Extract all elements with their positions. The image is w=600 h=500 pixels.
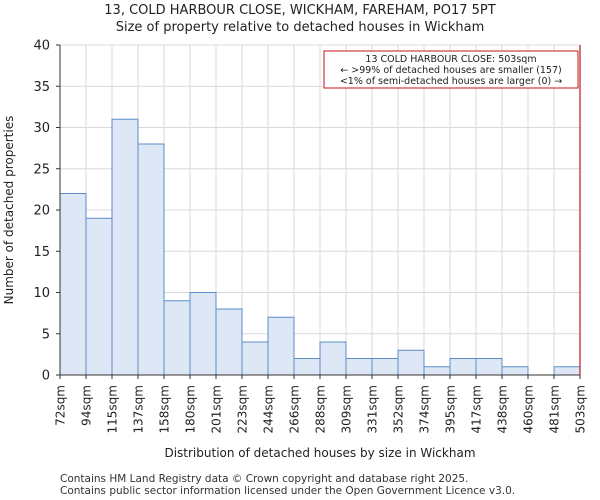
histogram-bar [397, 349, 425, 376]
annotation-line-2: ← >99% of detached houses are smaller (1… [340, 65, 561, 76]
histogram-bar [319, 341, 347, 376]
x-tick-label: 438sqm [496, 385, 510, 433]
histogram-bar [293, 358, 321, 376]
annotation-box: 13 COLD HARBOUR CLOSE: 503sqm ← >99% of … [323, 50, 579, 89]
y-axis-label: Number of detached properties [2, 116, 16, 305]
chart-title: 13, COLD HARBOUR CLOSE, WICKHAM, FAREHAM… [104, 3, 496, 18]
annotation-line-1: 13 COLD HARBOUR CLOSE: 503sqm [365, 54, 536, 65]
y-tick-label: 10 [33, 286, 50, 301]
histogram-bar [371, 358, 399, 376]
footer-copyright: Contains HM Land Registry data © Crown c… [60, 473, 469, 485]
y-tick-label: 25 [33, 162, 50, 177]
x-tick-label: 201sqm [210, 385, 224, 433]
x-tick-label: 266sqm [288, 385, 302, 433]
x-tick-label: 331sqm [366, 385, 380, 433]
y-tick-label: 0 [42, 369, 50, 384]
x-tick-label: 374sqm [418, 385, 432, 433]
histogram-bar [345, 358, 373, 376]
x-tick-label: 115sqm [106, 385, 120, 433]
x-tick-label: 244sqm [262, 385, 276, 433]
x-tick-label: 180sqm [184, 385, 198, 433]
x-tick-label: 94sqm [80, 385, 94, 426]
chart-subtitle: Size of property relative to detached ho… [115, 20, 485, 35]
x-tick-label: 460sqm [522, 385, 536, 433]
histogram-bar [267, 316, 295, 376]
histogram-bar [501, 366, 529, 376]
y-tick-label: 15 [33, 245, 50, 260]
histogram-bar [163, 300, 191, 376]
x-axis-label: Distribution of detached houses by size … [164, 446, 475, 460]
x-tick-label: 309sqm [340, 385, 354, 433]
annotation-line-3: <1% of semi-detached houses are larger (… [340, 76, 562, 87]
histogram-bar [475, 358, 503, 376]
histogram-bar [423, 366, 451, 376]
histogram-bar [137, 143, 165, 376]
histogram-bar [215, 308, 243, 376]
y-tick-label: 5 [42, 327, 50, 342]
histogram-bar [85, 217, 113, 376]
x-tick-label: 417sqm [470, 385, 484, 433]
x-tick-label: 288sqm [314, 385, 328, 433]
y-tick-label: 35 [33, 80, 50, 95]
y-tick-label: 40 [33, 39, 50, 54]
footer-licence: Contains public sector information licen… [60, 485, 516, 497]
histogram-bar [189, 292, 217, 376]
x-tick-label: 352sqm [392, 385, 406, 433]
x-tick-label: 503sqm [574, 385, 588, 433]
histogram-bar [553, 366, 581, 376]
histogram-bar [59, 193, 87, 376]
x-tick-label: 137sqm [132, 385, 146, 433]
histogram-bar [449, 358, 477, 376]
histogram-bar [241, 341, 269, 376]
y-tick-label: 20 [33, 204, 50, 219]
x-tick-label: 481sqm [548, 385, 562, 433]
x-tick-label: 158sqm [158, 385, 172, 433]
histogram-bar [111, 118, 139, 376]
x-tick-label: 395sqm [444, 385, 458, 433]
x-tick-label: 223sqm [236, 385, 250, 433]
y-tick-label: 30 [33, 121, 50, 136]
x-tick-label: 72sqm [54, 385, 68, 426]
